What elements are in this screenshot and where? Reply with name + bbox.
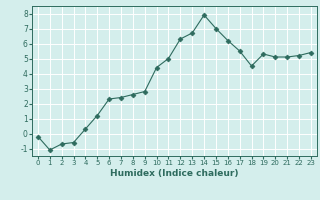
X-axis label: Humidex (Indice chaleur): Humidex (Indice chaleur) [110, 169, 239, 178]
